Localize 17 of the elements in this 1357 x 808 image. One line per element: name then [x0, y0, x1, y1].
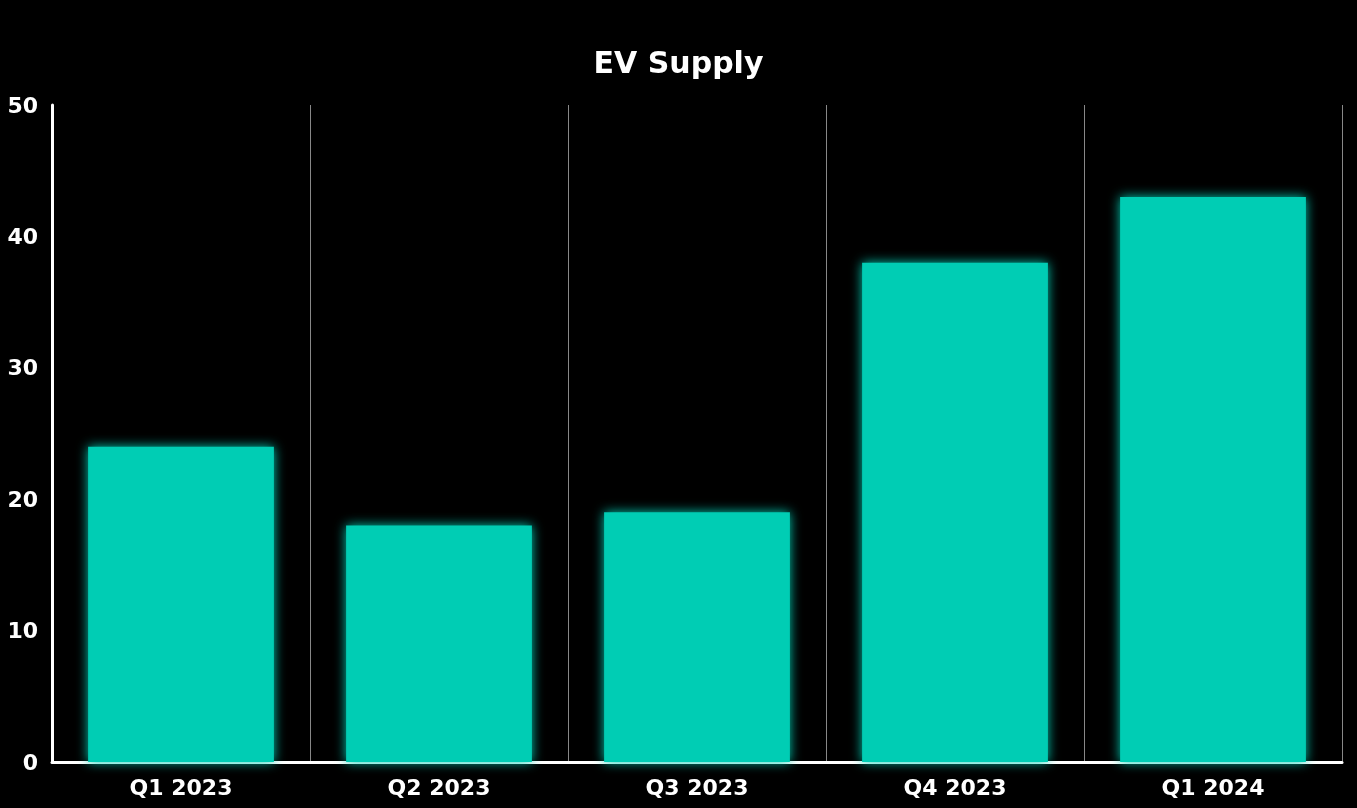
y-tick-label: 0 — [22, 749, 38, 775]
bar — [1120, 196, 1306, 762]
y-tick-label: 30 — [7, 355, 38, 381]
bar — [88, 446, 274, 762]
x-tick-label: Q3 2023 — [645, 774, 749, 800]
x-tick-label: Q2 2023 — [387, 774, 491, 800]
x-tick-label: Q4 2023 — [903, 774, 1007, 800]
y-tick-label: 40 — [7, 223, 38, 249]
bar — [346, 525, 532, 762]
x-tick-label: Q1 2024 — [1161, 774, 1265, 800]
chart-title: EV Supply — [593, 44, 764, 80]
x-tick-label: Q1 2023 — [129, 774, 233, 800]
y-tick-label: 20 — [7, 486, 38, 512]
bar — [862, 262, 1048, 762]
y-tick-label: 10 — [7, 618, 38, 644]
bar — [604, 512, 790, 762]
y-tick-label: 50 — [7, 92, 38, 118]
